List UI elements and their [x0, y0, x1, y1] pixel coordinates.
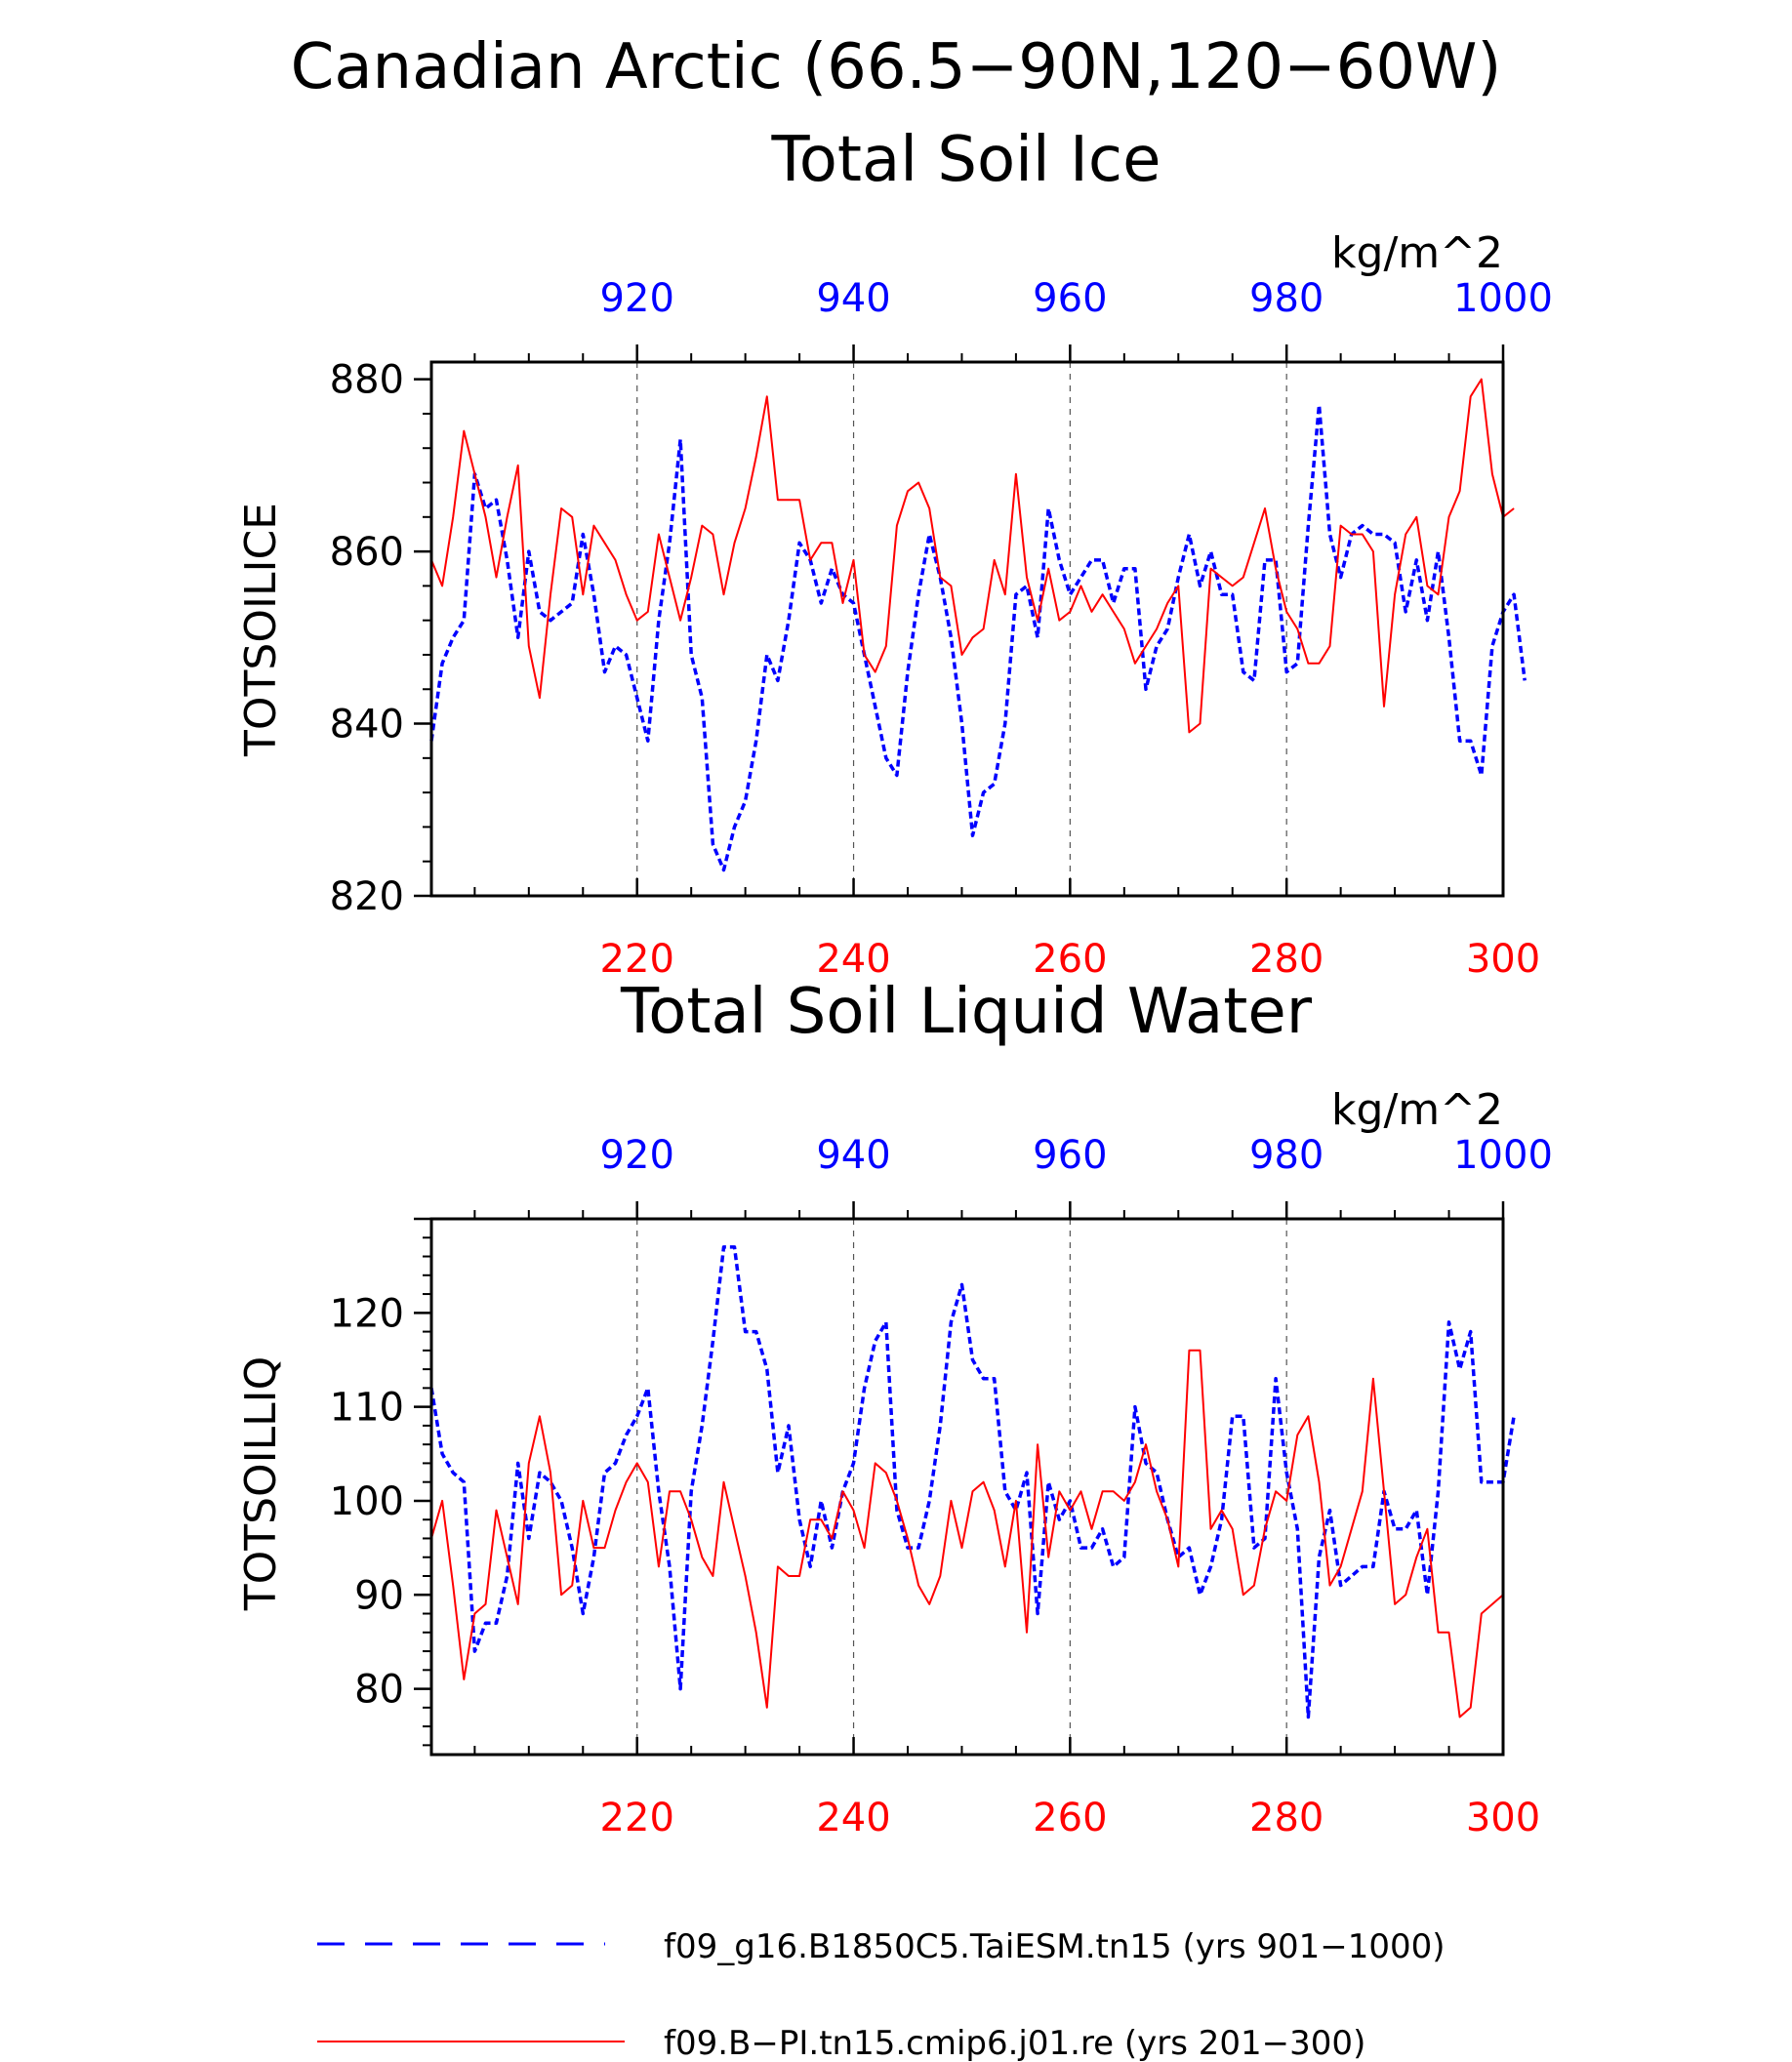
grid-soil-liquid [636, 1219, 1287, 1755]
p1-y-tick-label-100: 100 [330, 1479, 404, 1524]
p1-top-tick-label-920: 920 [600, 1133, 674, 1178]
series-soil-ice [429, 378, 1527, 872]
legend-label-cmip6: f09.B−PI.tn15.cmip6.j01.re (yrs 201−300) [664, 2024, 1365, 2062]
figure-title: Canadian Arctic (66.5−90N,120−60W) [291, 31, 1502, 103]
y-axis-label-soil-ice: TOTSOILICE [236, 503, 286, 757]
p1-top-tick-label-1000: 1000 [1453, 1133, 1553, 1178]
p1-bottom-tick-label-260: 260 [1033, 1796, 1107, 1840]
p0-bottom-tick-label-240: 240 [816, 937, 890, 982]
p1-series-taiesm-dashed [429, 1245, 1516, 1719]
p0-top-tick-label-980: 980 [1249, 276, 1324, 321]
panel-total-soil-liquid-water: Total Soil Liquid Water kg/m^2 TOTSOILLI… [236, 976, 1553, 1840]
plot-frame-soil-ice [429, 360, 1505, 898]
p1-bottom-tick-label-220: 220 [600, 1796, 674, 1840]
p1-top-tick-label-980: 980 [1249, 1133, 1324, 1178]
p0-top-tick-label-940: 940 [816, 276, 890, 321]
p1-bottom-tick-label-240: 240 [816, 1796, 890, 1840]
legend-label-taiesm: f09_g16.B1850C5.TaiESM.tn15 (yrs 901−100… [664, 1927, 1446, 1966]
p1-series-cmip6-solid [430, 1349, 1504, 1718]
p1-y-tick-label-90: 90 [354, 1573, 404, 1618]
panel-title-soil-liquid: Total Soil Liquid Water [620, 976, 1313, 1048]
p1-y-tick-label-120: 120 [330, 1291, 404, 1336]
p0-bottom-tick-label-220: 220 [600, 937, 674, 982]
p0-bottom-tick-label-300: 300 [1466, 937, 1540, 982]
p0-top-tick-label-920: 920 [600, 276, 674, 321]
ticks-soil-ice [414, 344, 1505, 898]
p0-series-cmip6-solid [430, 378, 1515, 734]
p1-bottom-tick-label-300: 300 [1466, 1796, 1540, 1840]
p1-top-tick-label-940: 940 [816, 1133, 890, 1178]
units-label-soil-ice: kg/m^2 [1331, 228, 1503, 278]
p0-y-tick-label-880: 880 [330, 358, 404, 403]
p0-series-taiesm-dashed [429, 403, 1527, 872]
p0-bottom-tick-label-260: 260 [1033, 937, 1107, 982]
p0-y-tick-label-820: 820 [330, 874, 404, 919]
legend: f09_g16.B1850C5.TaiESM.tn15 (yrs 901−100… [317, 1927, 1446, 2062]
p1-top-tick-label-960: 960 [1033, 1133, 1107, 1178]
panel-title-soil-ice: Total Soil Ice [771, 124, 1161, 196]
p1-bottom-tick-label-280: 280 [1249, 1796, 1324, 1840]
ticks-soil-liquid [414, 1201, 1505, 1755]
p0-bottom-tick-label-280: 280 [1249, 937, 1324, 982]
tick-labels-soil-ice: 220 240 260 280 300 920 940 960 980 1000 820 840 860… [330, 276, 1553, 982]
y-axis-label-soil-liquid: TOTSOILLIQ [236, 1356, 286, 1612]
plot-frame-soil-liquid [429, 1217, 1505, 1757]
p0-top-tick-label-1000: 1000 [1453, 276, 1553, 321]
series-soil-liquid [429, 1245, 1516, 1719]
p0-top-tick-label-960: 960 [1033, 276, 1107, 321]
p0-y-tick-label-840: 840 [330, 703, 404, 748]
panel-total-soil-ice: Total Soil Ice kg/m^2 TOTSOILICE 220 240 2… [236, 124, 1553, 982]
units-label-soil-liquid: kg/m^2 [1331, 1085, 1503, 1135]
tick-labels-soil-liquid: 220 240 260 280 300 920 940 960 980 1000 80 90 100 11… [330, 1133, 1553, 1840]
p1-y-tick-label-80: 80 [354, 1668, 404, 1713]
p0-y-tick-label-860: 860 [330, 530, 404, 575]
p1-y-tick-label-110: 110 [330, 1386, 404, 1431]
grid-soil-ice [636, 362, 1287, 896]
